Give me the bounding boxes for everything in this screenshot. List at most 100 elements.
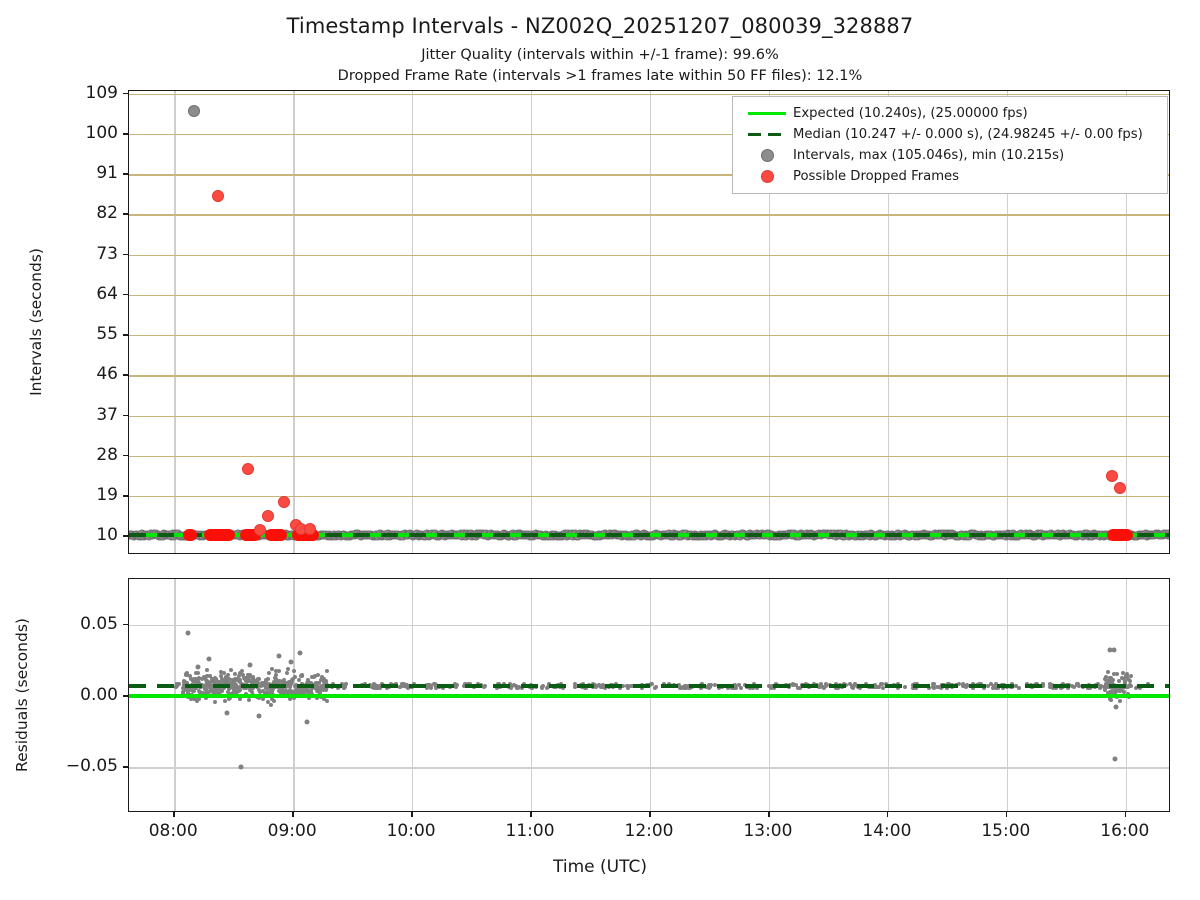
chart-legend: Expected (10.240s), (25.00000 fps) Median… [732, 96, 1168, 194]
y-tick-mark [123, 92, 128, 95]
data-point-residual [291, 669, 296, 673]
y-tick-label-intervals: 109 [85, 82, 118, 103]
line-dashed-icon [748, 132, 786, 137]
data-point-residual [289, 679, 294, 684]
x-tick-label: 09:00 [267, 821, 317, 841]
data-point-residual [230, 678, 235, 682]
data-point-residual [302, 688, 307, 693]
gridline-horizontal [129, 415, 1169, 417]
data-point-residual [264, 690, 269, 695]
data-point-residual [196, 678, 201, 683]
data-point-residual [339, 681, 344, 686]
data-point-residual [1098, 686, 1103, 691]
x-tick-mark [767, 812, 770, 817]
y-tick-mark [123, 766, 128, 768]
data-point-residual [225, 689, 230, 694]
legend-item[interactable]: Expected (10.240s), (25.00000 fps) [741, 103, 1159, 124]
data-point-residual-outlier [276, 653, 282, 659]
gridline-horizontal [129, 375, 1169, 377]
data-point-residual [991, 686, 996, 691]
dropped-frames-cluster [203, 529, 235, 542]
data-point-dropped-frame [212, 189, 225, 202]
legend-key [741, 132, 793, 137]
data-point-residual [247, 697, 252, 702]
data-point-residual [324, 680, 329, 685]
data-point-residual [323, 688, 328, 693]
data-point-residual [795, 686, 800, 691]
legend-item[interactable]: Intervals, max (105.046s), min (10.215s) [741, 145, 1159, 166]
data-point-residual [223, 699, 228, 704]
data-point-dropped-frame [1113, 481, 1126, 494]
data-point-residual [201, 674, 206, 679]
data-point-residual [216, 690, 221, 695]
data-point-residual [226, 696, 231, 701]
data-point-residual [1117, 678, 1122, 683]
y-tick-label-intervals: 91 [96, 163, 118, 184]
gridline-horizontal [129, 624, 1169, 627]
data-point-residual [267, 681, 272, 686]
y-tick-label-residuals: 0.00 [80, 685, 118, 705]
gridline-vertical [1125, 91, 1128, 553]
data-point-residual [210, 676, 215, 681]
legend-item-label: Intervals, max (105.046s), min (10.215s) [793, 148, 1065, 163]
data-point-residual [229, 668, 234, 673]
gridline-vertical [412, 91, 414, 553]
data-point-residual [582, 686, 587, 691]
gridline-horizontal [129, 254, 1169, 256]
data-point-residual [265, 686, 270, 691]
data-point-residual [228, 681, 233, 686]
data-point-residual [297, 677, 302, 682]
data-point-residual [277, 668, 282, 673]
data-point-residual [405, 686, 410, 691]
legend-item[interactable]: Possible Dropped Frames [741, 166, 1159, 187]
data-point-residual [1050, 686, 1055, 691]
data-point-residual [818, 681, 823, 686]
data-point-residual [219, 674, 224, 678]
data-point-residual [255, 677, 260, 682]
data-point-residual [236, 673, 241, 678]
legend-item[interactable]: Median (10.247 +/- 0.000 s), (24.98245 +… [741, 124, 1159, 145]
data-point-residual [188, 697, 193, 702]
data-point-residual [187, 673, 192, 678]
data-point-residual-outlier [195, 664, 201, 670]
gridline-vertical [768, 91, 771, 553]
gridline-horizontal [129, 93, 1169, 96]
dropped-frames-cluster [1106, 529, 1133, 542]
data-point-residual [222, 671, 227, 676]
data-point-residual [261, 688, 266, 693]
data-point-residual [243, 676, 248, 681]
data-point-residual [1119, 686, 1124, 691]
data-point-residual [725, 686, 730, 691]
data-point-residual [222, 686, 227, 691]
gridline-horizontal [129, 455, 1169, 458]
data-point-residual [496, 681, 501, 686]
data-point-residual [432, 681, 437, 686]
data-point-residual [180, 689, 185, 694]
y-tick-mark [123, 414, 128, 417]
data-point-residual [235, 686, 240, 691]
data-point-residual [230, 690, 235, 695]
data-point-residual [204, 668, 209, 673]
data-point-residual-outlier [256, 713, 262, 719]
y-tick-mark [123, 253, 128, 256]
data-point-residual [215, 679, 220, 684]
x-tick-mark [1124, 812, 1127, 817]
data-point-residual [1109, 680, 1114, 685]
data-point-residual [1117, 699, 1122, 704]
data-point-residual [197, 675, 202, 680]
data-point-residual [315, 673, 320, 678]
x-tick-mark [1005, 812, 1008, 817]
data-point-residual [189, 677, 194, 682]
data-point-residual [234, 676, 239, 681]
x-tick-label: 14:00 [862, 821, 912, 841]
data-point-residual [191, 679, 196, 684]
data-point-residual [183, 688, 188, 693]
gridline-vertical [293, 91, 295, 553]
data-point-residual [1117, 689, 1122, 694]
data-point-residual [314, 689, 319, 694]
gridline-horizontal [129, 133, 1169, 136]
y-tick-mark [123, 535, 128, 537]
data-point-residual [273, 675, 278, 680]
data-point-residual [260, 697, 265, 702]
data-point-residual [195, 699, 200, 704]
